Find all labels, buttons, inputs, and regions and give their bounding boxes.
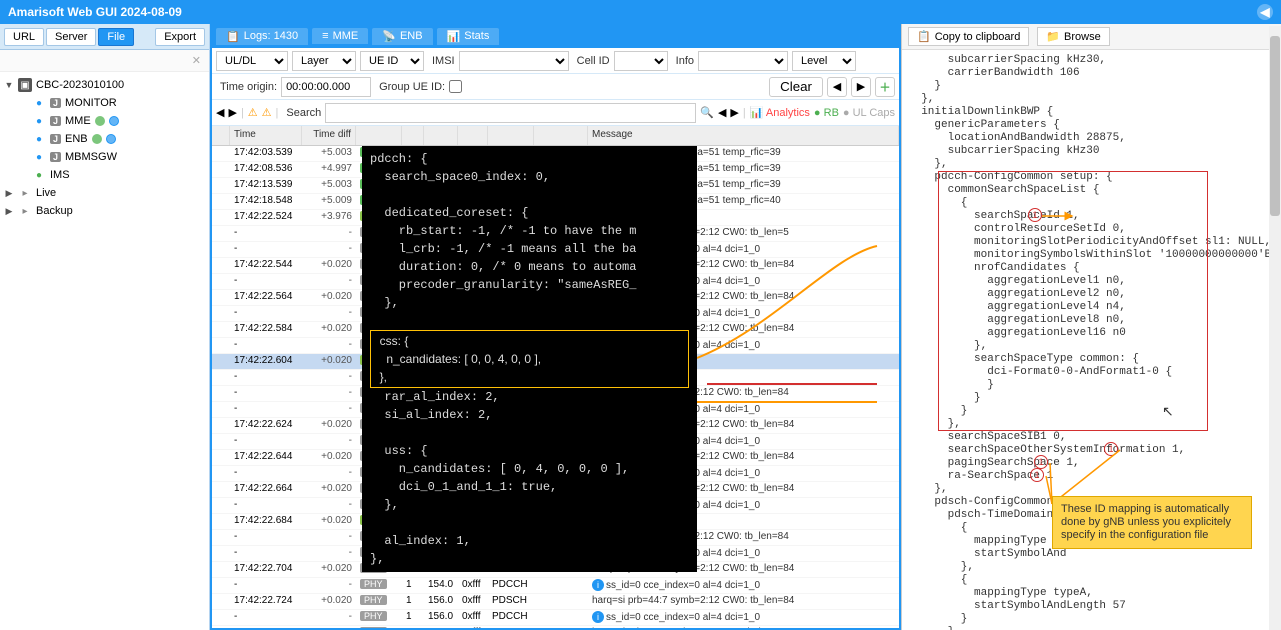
detail-panel: 📋 Copy to clipboard 📁 Browse subcarrierS… [901,24,1281,630]
table-header: Time Time diff Message [212,126,899,146]
col-time[interactable]: Time [230,126,302,145]
clear-button[interactable]: Clear [769,77,823,97]
detail-toolbar: 📋 Copy to clipboard 📁 Browse [902,24,1281,50]
prev-match-icon[interactable]: ◀ [718,106,726,119]
tree-item[interactable]: ●JMME [0,112,209,130]
search-bar: ◀ ▶ | ⚠ ⚠ | Search 🔍 ◀ ▶ | 📊 Analytics ●… [212,100,899,126]
time-origin-label: Time origin: [220,81,277,93]
prev-button[interactable]: ◀ [827,77,847,97]
layer-select[interactable]: Layer [292,51,356,71]
col-layer[interactable] [356,126,402,145]
uldl-select[interactable]: UL/DL [216,51,288,71]
left-sub-toolbar: ✕ [0,50,209,72]
chevron-right-icon[interactable]: ▶ [228,106,236,119]
imsi-select[interactable] [459,51,569,71]
file-button[interactable]: File [98,28,134,46]
imsi-label: IMSI [432,55,455,67]
table-row[interactable]: --PHY1156.00xfffPDCCHiss_id=0 cce_index=… [212,610,899,626]
level-select[interactable]: Level [792,51,856,71]
next-button[interactable]: ▶ [851,77,871,97]
browse-button[interactable]: 📁 Browse [1037,27,1109,46]
tab-enb[interactable]: 📡 ENB [372,28,432,45]
callout-note: These ID mapping is automatically done b… [1052,496,1252,549]
col-diff[interactable]: Time diff [302,126,356,145]
tree-item[interactable]: ●JMONITOR [0,94,209,112]
time-origin-input[interactable] [281,77,371,97]
scrollbar-thumb[interactable] [1270,36,1280,216]
rb-button[interactable]: ● RB [814,107,839,119]
scrollbar[interactable] [1269,26,1281,630]
left-panel: URL Server File Export ✕ ▼▣CBC-202301010… [0,24,210,630]
search-label: Search [286,107,321,119]
cellid-select[interactable] [614,51,668,71]
app-title: Amarisoft Web GUI 2024-08-09 [8,5,182,19]
code-overlay: pdcch: { search_space0_index: 0, dedicat… [362,146,697,572]
tab-logs[interactable]: 📋 Logs: 1430 [216,28,308,45]
table-row[interactable]: 17:42:22.724+0.020PHY1156.00xfffPDSCHhar… [212,594,899,610]
tree-item[interactable]: ▶▸Backup [0,202,209,220]
table-row[interactable]: 17:42:22.744+0.020PHY1158.00xfffPDSCHhar… [212,626,899,628]
time-bar: Time origin: Group UE ID: Clear ◀ ▶ ＋ [212,74,899,100]
left-toolbar: URL Server File Export [0,24,209,50]
group-ueid-check[interactable] [449,80,462,93]
log-panel: 📋 Logs: 1430 ≡ MME 📡 ENB 📊 Stats UL/DL L… [210,24,901,630]
binoculars-icon[interactable]: 🔍 [700,106,714,119]
tree-item[interactable]: ●JENB [0,130,209,148]
server-button[interactable]: Server [46,28,96,46]
cursor-icon: ↖ [1162,405,1174,418]
search-input[interactable] [325,103,696,123]
add-button[interactable]: ＋ [875,77,895,97]
ueid-select[interactable]: UE ID [360,51,424,71]
analytics-button[interactable]: 📊 Analytics [750,106,810,119]
tab-stats[interactable]: 📊 Stats [437,28,500,45]
info-select[interactable] [698,51,788,71]
close-icon[interactable]: ✕ [192,54,201,67]
ulcaps-button[interactable]: ● UL Caps [843,107,895,119]
server-tree[interactable]: ▼▣CBC-2023010100●JMONITOR●JMME●JENB●JMBM… [0,72,209,630]
chevron-left-icon[interactable]: ◀ [216,106,224,119]
log-table: Time Time diff Message 17:42:03.539+5.00… [212,126,899,628]
copy-button[interactable]: 📋 Copy to clipboard [908,27,1029,46]
filter-bar: UL/DL Layer UE ID IMSI Cell ID Info Leve… [212,48,899,74]
table-row[interactable]: --PHY1154.00xfffPDCCHiss_id=0 cce_index=… [212,578,899,594]
next-match-icon[interactable]: ▶ [730,106,738,119]
tree-item[interactable]: ▼▣CBC-2023010100 [0,76,209,94]
warn-icon[interactable]: ⚠ [248,106,258,119]
titlebar: Amarisoft Web GUI 2024-08-09 ◀ [0,0,1281,24]
detail-body[interactable]: subcarrierSpacing kHz30, carrierBandwidt… [902,50,1281,630]
group-ueid-label: Group UE ID: [379,81,445,93]
cellid-label: Cell ID [577,55,610,67]
tree-item[interactable]: ●JMBMSGW [0,148,209,166]
url-button[interactable]: URL [4,28,44,46]
log-tabs: 📋 Logs: 1430 ≡ MME 📡 ENB 📊 Stats [212,24,899,48]
export-button[interactable]: Export [155,28,205,46]
collapse-button[interactable]: ◀ [1257,4,1273,20]
warn2-icon[interactable]: ⚠ [262,106,272,119]
tree-item[interactable]: ●IMS [0,166,209,184]
info-label: Info [676,55,694,67]
tab-mme[interactable]: ≡ MME [312,28,368,44]
col-message[interactable]: Message [588,126,899,145]
tree-item[interactable]: ▶▸Live [0,184,209,202]
